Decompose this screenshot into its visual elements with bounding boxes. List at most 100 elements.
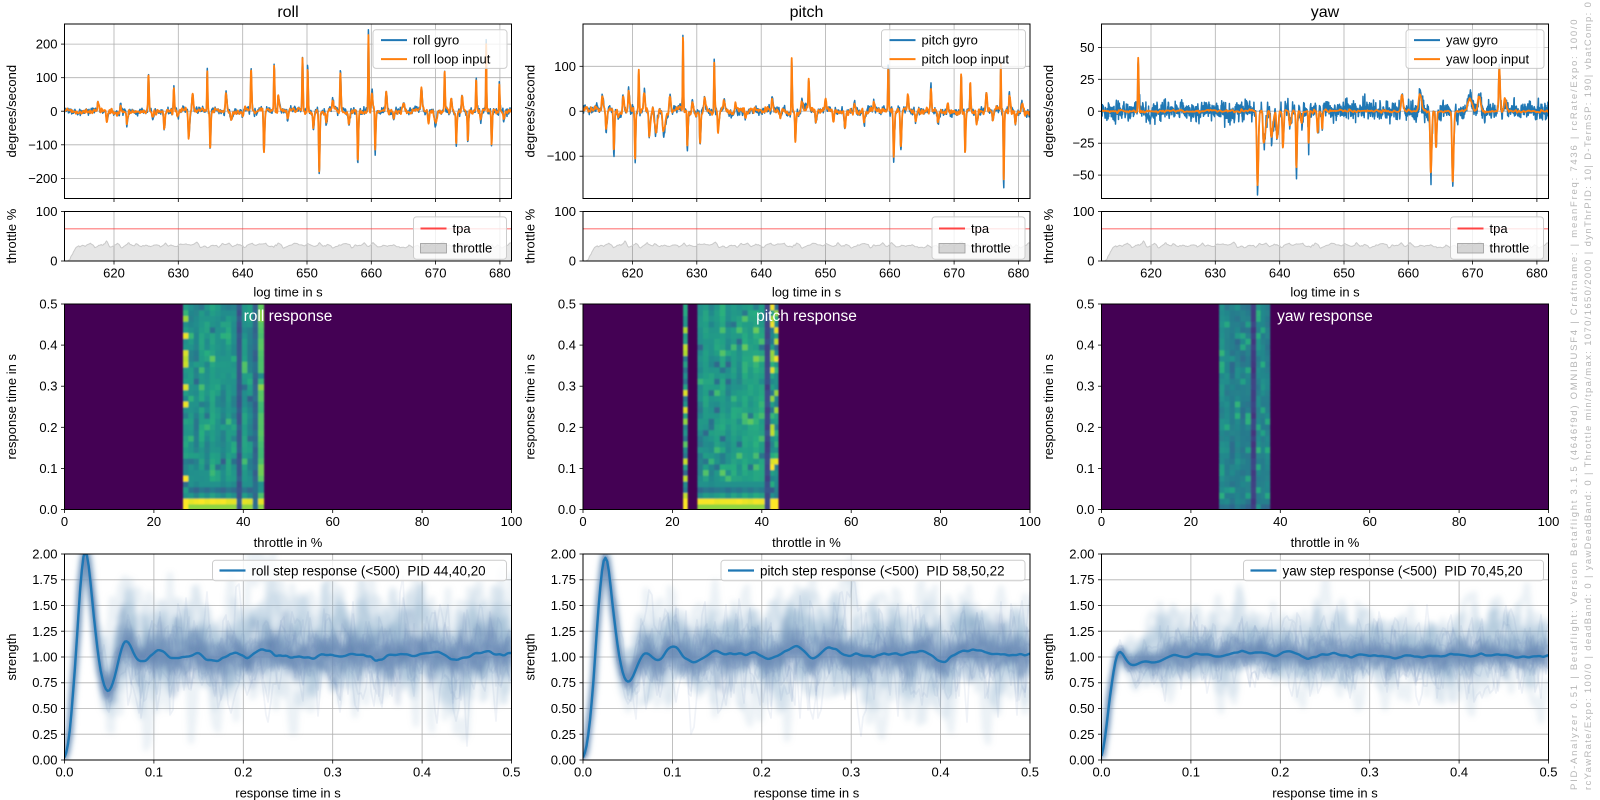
svg-text:tpa: tpa — [1490, 221, 1509, 236]
svg-text:1.00: 1.00 — [1069, 650, 1094, 665]
svg-text:1.50: 1.50 — [551, 598, 576, 613]
svg-text:tpa: tpa — [971, 221, 990, 236]
svg-text:throttle: throttle — [453, 241, 493, 256]
svg-text:1.75: 1.75 — [551, 572, 576, 587]
svg-text:0.0: 0.0 — [1092, 765, 1110, 780]
svg-text:680: 680 — [1008, 266, 1030, 281]
svg-text:0.0: 0.0 — [39, 502, 57, 517]
svg-text:60: 60 — [325, 514, 339, 529]
svg-text:roll gyro: roll gyro — [413, 33, 459, 48]
svg-text:pitch step response (<500) PI: pitch step response (<500) PID 58,50,22 — [760, 563, 1005, 578]
svg-text:0: 0 — [579, 514, 586, 529]
svg-text:660: 660 — [1397, 266, 1419, 281]
svg-text:0.25: 0.25 — [551, 727, 576, 742]
svg-text:0.75: 0.75 — [1069, 675, 1094, 690]
svg-text:0.4: 0.4 — [558, 338, 576, 353]
svg-text:650: 650 — [1333, 266, 1355, 281]
svg-text:−25: −25 — [1072, 136, 1094, 151]
svg-text:670: 670 — [943, 266, 965, 281]
svg-text:tpa: tpa — [453, 221, 472, 236]
svg-text:100: 100 — [1073, 204, 1095, 219]
svg-text:pitch: pitch — [790, 4, 824, 21]
svg-text:0.4: 0.4 — [1076, 338, 1094, 353]
svg-text:throttle: throttle — [1490, 241, 1530, 256]
svg-text:0.3: 0.3 — [1361, 765, 1379, 780]
svg-text:620: 620 — [1140, 266, 1162, 281]
svg-text:640: 640 — [750, 266, 772, 281]
svg-text:yaw step response (<500) PID: yaw step response (<500) PID 70,45,20 — [1283, 563, 1523, 578]
svg-text:1.00: 1.00 — [551, 650, 576, 665]
svg-text:response time in s: response time in s — [4, 354, 19, 460]
svg-text:0.4: 0.4 — [413, 765, 431, 780]
svg-text:670: 670 — [1462, 266, 1484, 281]
svg-text:0.0: 0.0 — [1076, 502, 1094, 517]
svg-text:0.00: 0.00 — [32, 753, 57, 768]
svg-text:100: 100 — [1538, 514, 1560, 529]
svg-text:0.00: 0.00 — [1069, 753, 1094, 768]
svg-text:2.00: 2.00 — [551, 547, 576, 562]
svg-text:throttle %: throttle % — [4, 208, 19, 263]
svg-text:0.75: 0.75 — [551, 675, 576, 690]
svg-text:throttle: throttle — [971, 241, 1011, 256]
svg-text:0.5: 0.5 — [558, 297, 576, 312]
svg-text:20: 20 — [665, 514, 679, 529]
svg-text:0: 0 — [569, 104, 576, 119]
svg-text:0.5: 0.5 — [1076, 297, 1094, 312]
svg-text:0.4: 0.4 — [1450, 765, 1468, 780]
svg-text:0: 0 — [61, 514, 68, 529]
svg-text:80: 80 — [933, 514, 947, 529]
svg-text:620: 620 — [103, 266, 125, 281]
svg-text:40: 40 — [236, 514, 250, 529]
svg-text:0: 0 — [1098, 514, 1105, 529]
svg-text:1.50: 1.50 — [1069, 598, 1094, 613]
svg-text:0.1: 0.1 — [558, 461, 576, 476]
svg-text:0.2: 0.2 — [234, 765, 252, 780]
svg-text:strength: strength — [4, 634, 19, 681]
svg-text:0.2: 0.2 — [1271, 765, 1289, 780]
svg-text:log time in s: log time in s — [253, 285, 323, 300]
svg-text:630: 630 — [167, 266, 189, 281]
svg-text:0.5: 0.5 — [1539, 765, 1557, 780]
svg-text:0.0: 0.0 — [574, 765, 592, 780]
svg-text:1.25: 1.25 — [32, 624, 57, 639]
svg-text:680: 680 — [489, 266, 511, 281]
svg-text:strength: strength — [523, 634, 538, 681]
svg-text:pitch gyro: pitch gyro — [922, 33, 978, 48]
svg-text:degrees/second: degrees/second — [523, 65, 538, 158]
svg-text:0.1: 0.1 — [39, 461, 57, 476]
svg-text:−50: −50 — [1072, 168, 1094, 183]
svg-text:80: 80 — [1452, 514, 1466, 529]
svg-text:1.75: 1.75 — [1069, 572, 1094, 587]
svg-text:throttle in %: throttle in % — [1291, 535, 1360, 550]
svg-text:100: 100 — [554, 204, 576, 219]
svg-text:−100: −100 — [28, 137, 57, 152]
svg-text:degrees/second: degrees/second — [1041, 65, 1056, 158]
svg-text:0.3: 0.3 — [842, 765, 860, 780]
svg-text:100: 100 — [36, 204, 58, 219]
svg-text:throttle in %: throttle in % — [254, 535, 323, 550]
svg-text:throttle in %: throttle in % — [772, 535, 841, 550]
svg-text:0.50: 0.50 — [32, 701, 57, 716]
svg-text:pitch response: pitch response — [756, 308, 857, 325]
svg-text:response time in s: response time in s — [523, 354, 538, 460]
svg-text:0.25: 0.25 — [1069, 727, 1094, 742]
svg-text:20: 20 — [147, 514, 161, 529]
svg-text:0: 0 — [50, 254, 57, 269]
svg-text:60: 60 — [844, 514, 858, 529]
svg-text:100: 100 — [1019, 514, 1041, 529]
svg-text:0.4: 0.4 — [932, 765, 950, 780]
svg-text:0.3: 0.3 — [1076, 379, 1094, 394]
svg-text:0.50: 0.50 — [551, 701, 576, 716]
svg-text:0.1: 0.1 — [663, 765, 681, 780]
svg-text:strength: strength — [1041, 634, 1056, 681]
svg-text:0.4: 0.4 — [39, 338, 57, 353]
svg-text:1.75: 1.75 — [32, 572, 57, 587]
svg-text:response time in s: response time in s — [1041, 354, 1056, 460]
svg-text:40: 40 — [1273, 514, 1287, 529]
svg-text:0: 0 — [1087, 104, 1094, 119]
svg-text:650: 650 — [296, 266, 318, 281]
svg-text:roll: roll — [277, 4, 298, 21]
svg-text:roll response: roll response — [244, 308, 333, 325]
svg-text:20: 20 — [1184, 514, 1198, 529]
svg-text:yaw: yaw — [1311, 4, 1340, 21]
